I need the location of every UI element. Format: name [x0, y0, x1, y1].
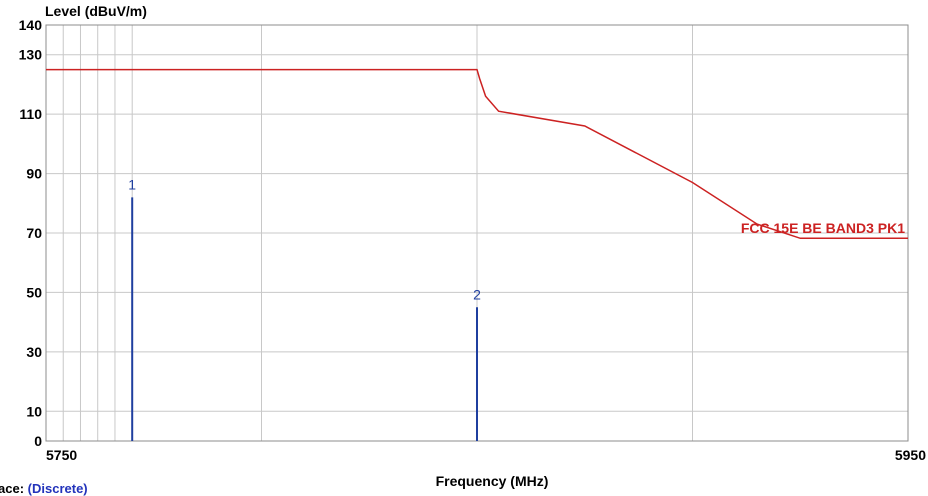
- marker-label-2: 2: [473, 286, 481, 302]
- y-tick-label: 0: [34, 433, 42, 449]
- series-label-limit: FCC 15E BE BAND3 PK1: [741, 220, 905, 236]
- trace-info: ace: (Discrete): [0, 481, 88, 496]
- y-tick-label: 10: [26, 403, 42, 419]
- x-tick-label: 5950: [895, 447, 926, 463]
- x-axis-title: Frequency (MHz): [436, 473, 549, 489]
- trace-prefix-label: ace:: [0, 481, 25, 496]
- x-tick-label: 5750: [46, 447, 77, 463]
- series-group: [46, 68, 908, 240]
- y-tick-label: 110: [19, 106, 42, 122]
- y-tick-label: 140: [19, 17, 43, 33]
- y-tick-label: 70: [26, 225, 42, 241]
- markers-group: 12: [128, 176, 481, 441]
- y-tick-label: 50: [26, 284, 42, 300]
- y-tick-label: 90: [26, 166, 42, 182]
- y-tick-label: 30: [26, 344, 42, 360]
- y-axis-title: Level (dBuV/m): [45, 3, 147, 19]
- series-line-limit: [46, 68, 908, 240]
- y-tick-label: 130: [19, 47, 43, 63]
- tick-labels: 0 10 30 50 70 90 110 130 140 5750 5950: [19, 17, 927, 463]
- marker-label-1: 1: [128, 176, 136, 192]
- trace-value: (Discrete): [27, 481, 88, 496]
